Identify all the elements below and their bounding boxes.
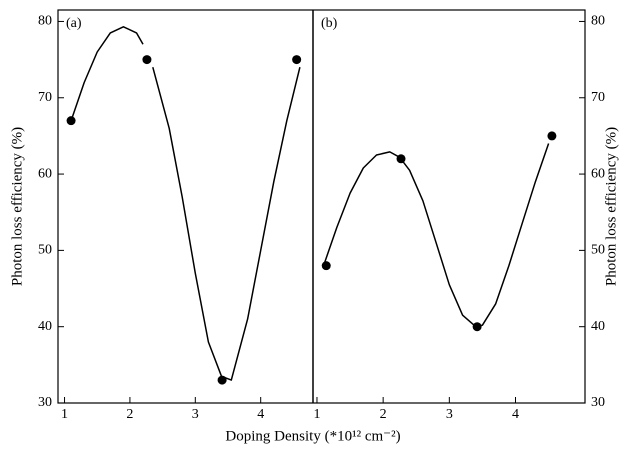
y-tick-label: 80 — [591, 14, 605, 29]
x-tick-label: 4 — [257, 407, 264, 422]
x-tick-label: 1 — [313, 407, 320, 422]
y-tick-label: 60 — [591, 166, 605, 181]
data-point — [547, 131, 557, 141]
y-axis-label: Photon loss efficiency (%) — [9, 127, 25, 286]
x-tick-label: 1 — [61, 407, 68, 422]
y-tick-label: 40 — [38, 319, 52, 334]
plot-frame — [57, 9, 586, 404]
data-point — [472, 322, 482, 332]
panel-label: (a) — [66, 16, 82, 31]
data-point — [321, 261, 331, 271]
x-tick-label: 2 — [126, 407, 133, 422]
y-tick-label: 30 — [38, 395, 52, 410]
x-axis-label: Doping Density (*10¹² cm⁻²) — [225, 428, 400, 444]
x-tick-label: 3 — [446, 407, 453, 422]
x-tick-label: 4 — [512, 407, 519, 422]
y-tick-label: 70 — [38, 90, 52, 105]
y-tick-label: 40 — [591, 319, 605, 334]
fit-curve — [322, 143, 550, 328]
data-point — [217, 375, 227, 385]
y-tick-label: 60 — [38, 166, 52, 181]
data-point — [66, 116, 76, 126]
x-tick-label: 2 — [380, 407, 387, 422]
data-point — [142, 55, 152, 65]
y-tick-label: 50 — [38, 243, 52, 258]
y-tick-label: 80 — [38, 14, 52, 29]
y-tick-label: 30 — [591, 395, 605, 410]
y-tick-label: 70 — [591, 90, 605, 105]
x-tick-label: 3 — [192, 407, 199, 422]
y-tick-label: 50 — [591, 243, 605, 258]
y-axis-label: Photon loss efficiency (%) — [603, 127, 619, 286]
data-point — [292, 55, 302, 65]
fit-curve — [70, 26, 301, 381]
panel-label: (b) — [321, 16, 338, 31]
data-point — [396, 154, 406, 164]
